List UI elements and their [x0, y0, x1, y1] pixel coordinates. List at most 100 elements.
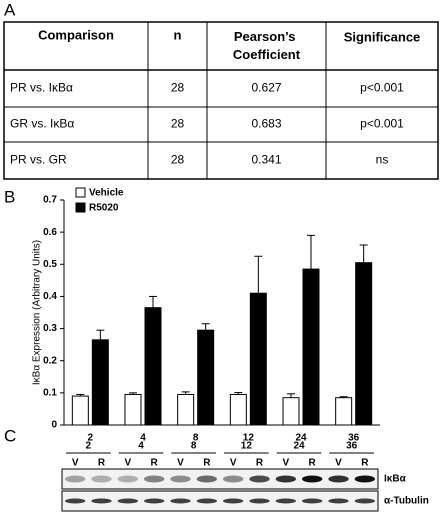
- blot-band: [91, 498, 112, 504]
- table-cell: 0.341: [251, 153, 281, 167]
- x-tick-label: 2: [88, 433, 94, 444]
- blot-band: [275, 498, 297, 504]
- bar: [282, 397, 300, 426]
- blot-band: [144, 475, 165, 483]
- lane-label: R: [151, 458, 159, 469]
- blot-frame: [61, 490, 379, 512]
- blot-band: [223, 498, 244, 504]
- header-word: Pearson’s: [234, 29, 299, 44]
- timepoint-label: 4: [138, 441, 144, 452]
- blot-band: [223, 475, 244, 483]
- y-tick-label: 0.1: [43, 387, 57, 398]
- table-cell: p<0.001: [360, 117, 404, 131]
- table-cell: p<0.001: [360, 81, 404, 95]
- bar: [197, 329, 215, 426]
- legend-swatch: [75, 187, 86, 198]
- blot-band: [65, 475, 86, 483]
- y-tick-label: 0.7: [43, 195, 57, 206]
- table-cell: 0.627: [251, 81, 281, 95]
- lane-label: V: [282, 458, 289, 469]
- lane-label: V: [72, 458, 79, 469]
- table-cell: GR vs. IκBα: [10, 117, 74, 131]
- table-cell: 28: [171, 153, 185, 167]
- y-tick-label: 0.2: [43, 355, 57, 366]
- table-cell: 0.683: [251, 117, 281, 131]
- table-cell: 28: [171, 117, 185, 131]
- table-header: Pearson’s Coefficient: [233, 29, 301, 62]
- lane-label: R: [203, 458, 211, 469]
- table-cell: PR vs. GR: [10, 153, 67, 167]
- panel-label: A: [4, 0, 16, 19]
- table-header: n: [174, 27, 182, 42]
- timepoint-label: 8: [191, 441, 197, 452]
- timepoint-label: 36: [346, 441, 358, 452]
- bar: [355, 262, 373, 426]
- blot-row-label: IκBα: [384, 474, 407, 485]
- blot-band: [249, 475, 270, 483]
- lane-label: V: [230, 458, 237, 469]
- x-tick-label: 12: [243, 433, 255, 444]
- lane-label: R: [361, 458, 369, 469]
- timepoint-label: 12: [241, 441, 253, 452]
- table-cell: PR vs. IκBα: [10, 81, 73, 95]
- bar: [335, 397, 353, 426]
- blot-band: [354, 498, 376, 504]
- y-tick-label: 0.5: [43, 259, 57, 270]
- table-header: Significance: [344, 29, 421, 44]
- blot-band: [196, 498, 217, 504]
- blot-frame: [61, 468, 379, 490]
- lane-label: V: [177, 458, 184, 469]
- x-tick-label: 24: [295, 433, 307, 444]
- lane-label: V: [335, 458, 342, 469]
- bar: [249, 292, 267, 426]
- blot-band: [328, 498, 349, 504]
- legend-label: Vehicle: [89, 188, 124, 199]
- blot-band: [117, 475, 138, 483]
- lane-label: V: [124, 458, 131, 469]
- blot-band: [275, 475, 297, 483]
- blot-band: [65, 498, 86, 504]
- header-word: Coefficient: [233, 47, 301, 62]
- x-tick-label: 8: [193, 433, 199, 444]
- blot-row-label: α-Tubulin: [384, 496, 429, 507]
- bar: [91, 339, 109, 426]
- lane-label: R: [98, 458, 106, 469]
- panel-label: C: [4, 426, 16, 445]
- lane-label: R: [256, 458, 264, 469]
- lane-label: R: [309, 458, 317, 469]
- x-tick-label: 36: [348, 433, 360, 444]
- y-tick-label: 0.6: [43, 227, 57, 238]
- bar: [177, 393, 195, 426]
- blot-band: [328, 475, 349, 483]
- panel-label: B: [4, 187, 15, 206]
- table-cell: ns: [376, 153, 389, 167]
- blot-band: [144, 498, 165, 504]
- timepoint-label: 2: [86, 441, 92, 452]
- bar: [144, 307, 162, 426]
- blot-band: [249, 498, 270, 504]
- blot-band: [91, 475, 112, 483]
- legend-swatch: [75, 202, 86, 213]
- bar: [229, 393, 247, 426]
- timepoint-label: 24: [293, 441, 305, 452]
- blot-band: [302, 475, 323, 483]
- y-tick-label: 0.3: [43, 323, 57, 334]
- y-tick-label: 0: [51, 420, 57, 431]
- y-tick-label: 0.4: [43, 291, 57, 302]
- bar: [124, 393, 142, 426]
- blot-band: [302, 498, 323, 504]
- x-tick-label: 4: [140, 433, 146, 444]
- blot-band: [170, 475, 191, 483]
- table-border: [3, 21, 439, 180]
- blot-band: [117, 498, 138, 504]
- legend-label: R5020: [89, 203, 119, 214]
- y-axis-label: IκBα Expression (Arbitrary Units): [32, 240, 43, 385]
- blot-band: [170, 498, 191, 504]
- bar: [302, 268, 320, 426]
- table-cell: 28: [171, 81, 185, 95]
- table-header: Comparison: [38, 27, 114, 42]
- bar: [71, 395, 89, 426]
- blot-band: [196, 475, 217, 483]
